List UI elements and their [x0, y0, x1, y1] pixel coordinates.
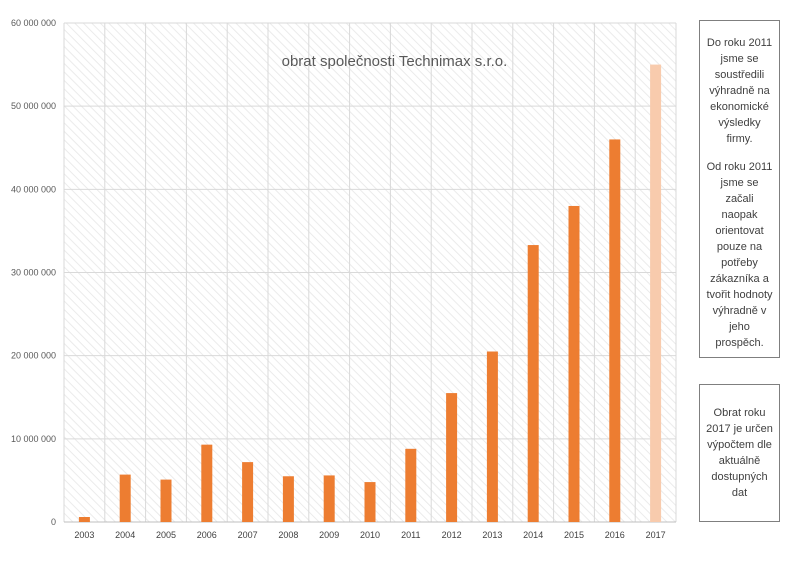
bars: [78, 64, 662, 522]
bar-2013: [486, 351, 498, 522]
x-tick-label: 2011: [401, 530, 420, 540]
x-tick-label: 2010: [360, 530, 380, 540]
bar-2010: [364, 482, 376, 522]
x-tick-label: 2008: [278, 530, 298, 540]
bar-2015: [568, 205, 580, 522]
x-tick-label: 2005: [156, 530, 176, 540]
y-tick-label: 40 000 000: [11, 184, 56, 194]
x-tick-label: 2016: [605, 530, 625, 540]
y-tick-label: 60 000 000: [11, 18, 56, 28]
x-tick-label: 2007: [238, 530, 258, 540]
bar-2004: [119, 474, 131, 522]
note-estimate-box: Obrat roku 2017 je určen výpočtem dle ak…: [699, 384, 780, 522]
y-tick-label: 30 000 000: [11, 268, 56, 278]
x-tick-label: 2012: [442, 530, 462, 540]
x-tick-label: 2017: [646, 530, 666, 540]
bar-2017: [650, 64, 662, 522]
bar-2003: [78, 517, 90, 522]
x-tick-label: 2003: [74, 530, 94, 540]
note-focus-paragraph-2: Od roku 2011 jsme se začali naopak orien…: [706, 161, 773, 349]
bar-2006: [201, 444, 213, 522]
bar-2005: [160, 479, 172, 522]
x-tick-label: 2009: [319, 530, 339, 540]
bar-2011: [405, 448, 417, 522]
chart-title: obrat společnosti Technimax s.r.o.: [282, 53, 508, 70]
x-tick-label: 2013: [482, 530, 502, 540]
x-tick-label: 2006: [197, 530, 217, 540]
bar-2014: [527, 245, 539, 522]
bar-2007: [242, 462, 254, 522]
y-tick-label: 10 000 000: [11, 434, 56, 444]
bar-2009: [323, 475, 335, 522]
y-tick-label: 20 000 000: [11, 351, 56, 361]
x-tick-label: 2004: [115, 530, 135, 540]
y-tick-label: 0: [51, 517, 56, 527]
note-estimate-text: Obrat roku 2017 je určen výpočtem dle ak…: [706, 407, 773, 499]
bar-2008: [282, 476, 294, 522]
bar-2012: [446, 393, 458, 522]
tick-labels: 0 10 000 000 20 000 000 30 000 000 40 000 00…: [11, 18, 666, 540]
x-tick-label: 2015: [564, 530, 584, 540]
y-tick-label: 50 000 000: [11, 101, 56, 111]
note-focus-box: Do roku 2011 jsme se soustředili výhradn…: [699, 20, 780, 358]
x-tick-label: 2014: [523, 530, 543, 540]
bar-2016: [609, 139, 621, 522]
note-focus-paragraph-1: Do roku 2011 jsme se soustředili výhradn…: [706, 37, 773, 145]
